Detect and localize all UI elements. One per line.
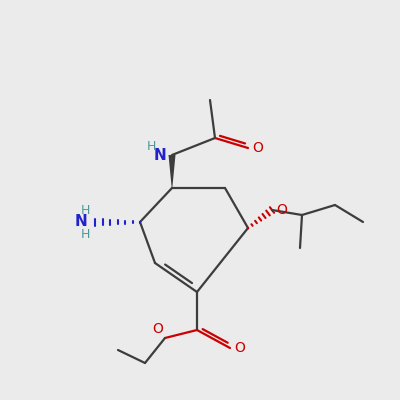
Text: O: O [234, 341, 245, 355]
Text: H: H [147, 140, 156, 154]
Text: O: O [152, 322, 163, 336]
Text: O: O [276, 203, 287, 217]
Text: N: N [153, 148, 166, 162]
Polygon shape [168, 155, 176, 188]
Text: H: H [81, 204, 90, 216]
Text: O: O [252, 141, 263, 155]
Text: N: N [74, 214, 87, 228]
Text: H: H [81, 228, 90, 240]
